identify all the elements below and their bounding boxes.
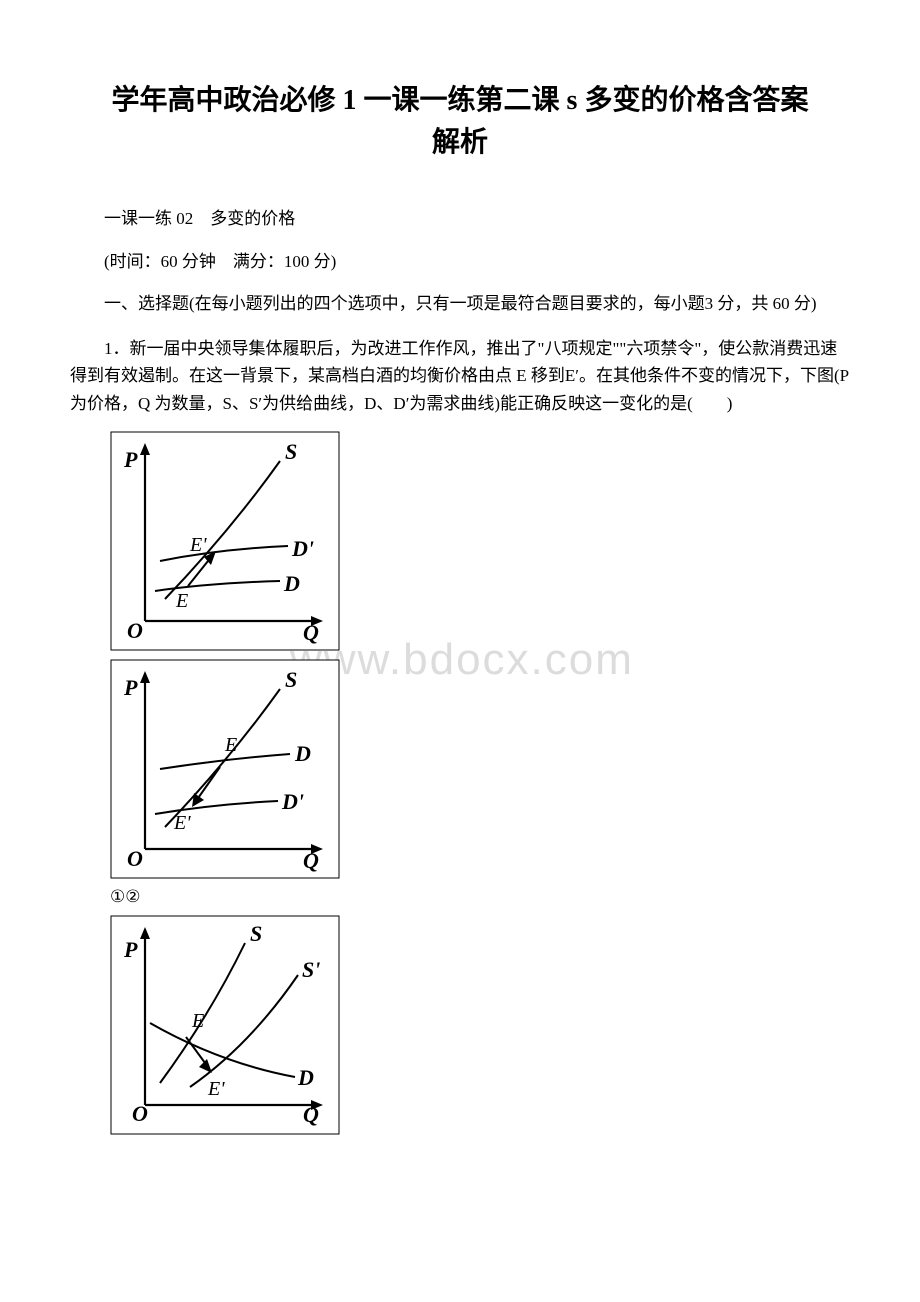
demand-label-d: D [297,1065,314,1090]
point-e-prime-label: E' [207,1078,225,1100]
point-e-prime-label: E' [173,812,191,834]
diagram-3: P O Q S S' D E E' [110,915,340,1135]
axis-label-p: P [123,447,138,472]
demand-label-d-prime: D' [281,789,304,814]
page-title: 学年高中政治必修 1 一课一练第二课 s 多变的价格含答案 解析 [70,80,850,164]
origin-label: O [127,846,143,871]
axis-label-q: Q [303,620,319,645]
supply-label-s: S [285,439,297,464]
supply-label-s: S [285,667,297,692]
demand-label-d-prime: D' [291,536,314,561]
axis-label-p: P [123,937,138,962]
section-heading: 一、选择题(在每小题列出的四个选项中，只有一项是最符合题目要求的，每小题3 分，… [70,290,850,317]
axis-label-p: P [123,675,138,700]
demand-label-d: D [294,741,311,766]
question-1: 1．新一届中央领导集体履职后，为改进工作作风，推出了"八项规定""六项禁令"，使… [70,335,850,417]
axis-label-q: Q [303,1102,319,1127]
axis-label-q: Q [303,848,319,873]
supply-label-s: S [250,921,262,946]
origin-label: O [127,618,143,643]
title-line-2: 解析 [432,127,488,158]
supply-label-s-prime: S' [302,957,320,982]
exercise-subtitle: 一课一练 02 多变的价格 [70,204,850,229]
point-e-label: E [224,734,237,756]
demand-label-d: D [283,571,300,596]
origin-label: O [132,1101,148,1126]
exercise-meta: (时间：60 分钟 满分：100 分) [70,247,850,272]
point-e-prime-label: E' [189,534,207,556]
point-e-label: E [191,1010,204,1032]
title-line-1: 学年高中政治必修 1 一课一练第二课 s 多变的价格含答案 [112,85,809,116]
point-e-label: E [175,590,188,612]
diagram-1: P O Q S D D' E E' [110,431,340,651]
diagram-2: P O Q S D D' E E' [110,659,340,879]
option-labels-1-2: ①② [110,887,850,907]
